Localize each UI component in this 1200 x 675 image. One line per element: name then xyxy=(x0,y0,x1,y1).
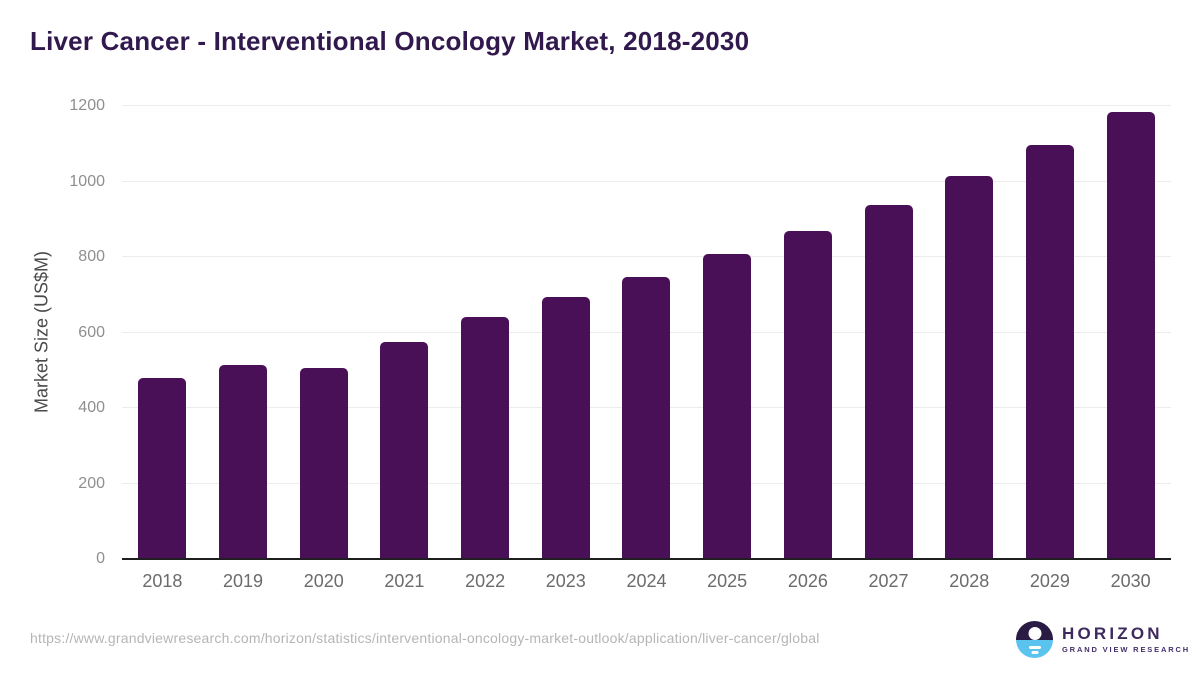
gridline-1000 xyxy=(122,180,1171,182)
x-tick-label-2025: 2025 xyxy=(707,571,748,591)
bar-slot-2029 xyxy=(1010,106,1091,559)
gridline-800 xyxy=(122,256,1171,257)
bar-2030 xyxy=(1106,111,1155,559)
x-tick-label-2028: 2028 xyxy=(949,571,990,591)
bar-slot-2019 xyxy=(203,106,284,559)
y-tick-label: 200 xyxy=(78,474,105,492)
bar-slot-2028 xyxy=(929,106,1010,559)
x-tick-label-2022: 2022 xyxy=(465,571,506,591)
y-tick-label: 600 xyxy=(78,323,105,341)
bar-2027 xyxy=(864,205,913,559)
bar-2022 xyxy=(461,316,510,559)
bar-slot-2025 xyxy=(687,106,768,559)
logo-text: HORIZON GRAND VIEW RESEARCH xyxy=(1062,625,1190,654)
x-tick-label-2019: 2019 xyxy=(223,571,264,591)
x-axis-line xyxy=(122,558,1171,560)
horizon-logo: HORIZON GRAND VIEW RESEARCH xyxy=(1016,621,1190,658)
plot-area xyxy=(122,105,1171,560)
x-tick-label-2024: 2024 xyxy=(626,571,667,591)
x-tick-label-2023: 2023 xyxy=(545,571,586,591)
bar-slot-2027 xyxy=(848,106,929,559)
bar-slot-2024 xyxy=(606,106,687,559)
horizon-sun-over-water-icon xyxy=(1016,621,1053,658)
source-url: https://www.grandviewresearch.com/horizo… xyxy=(30,630,820,646)
bar-2023 xyxy=(541,297,590,559)
bar-2021 xyxy=(380,342,429,559)
icon-sun-dot xyxy=(1028,626,1041,640)
bar-slot-2023 xyxy=(525,106,606,559)
bar-slot-2020 xyxy=(283,106,364,559)
bar-2025 xyxy=(703,254,752,559)
x-tick-label-2018: 2018 xyxy=(142,571,183,591)
x-tick-label-2029: 2029 xyxy=(1029,571,1070,591)
logo-brand-name: HORIZON xyxy=(1062,624,1163,643)
icon-water-half xyxy=(1016,639,1053,658)
bar-slot-2030 xyxy=(1090,106,1171,559)
logo-sub-brand-name: GRAND VIEW RESEARCH xyxy=(1062,645,1191,654)
bar-2026 xyxy=(783,230,832,559)
y-tick-label: 400 xyxy=(78,399,105,416)
bar-2020 xyxy=(299,368,348,559)
gridline-1200 xyxy=(122,105,1171,106)
icon-wave-line xyxy=(1028,646,1041,649)
y-tick-label: 800 xyxy=(78,248,105,265)
bar-2029 xyxy=(1025,144,1074,559)
bar-series xyxy=(122,106,1171,559)
bar-slot-2021 xyxy=(364,106,445,559)
bar-2028 xyxy=(945,176,994,559)
bar-slot-2022 xyxy=(445,106,526,559)
x-tick-label-2020: 2020 xyxy=(303,571,344,591)
x-tick-label-2021: 2021 xyxy=(384,571,425,591)
y-tick-label: 0 xyxy=(96,550,105,567)
bar-slot-2018 xyxy=(122,106,203,559)
page-title: Liver Cancer - Interventional Oncology M… xyxy=(30,26,750,56)
x-tick-label-2030: 2030 xyxy=(1110,571,1151,591)
y-tick-label: 1000 xyxy=(69,172,105,190)
bar-slot-2026 xyxy=(768,106,849,559)
icon-wave-line xyxy=(1031,651,1038,654)
y-tick-label: 1200 xyxy=(69,97,105,114)
x-tick-label-2026: 2026 xyxy=(787,571,828,591)
bar-2018 xyxy=(138,378,187,559)
bar-2019 xyxy=(219,365,268,559)
x-axis-tick-labels: 2018 2019 2020 2021 2022 2023 2024 2025 2026 2027… xyxy=(122,571,1171,592)
y-axis-tick-labels: 0 200 400 600 800 1000 1200 xyxy=(40,97,105,567)
x-tick-label-2027: 2027 xyxy=(868,571,909,591)
bar-2024 xyxy=(622,277,671,559)
